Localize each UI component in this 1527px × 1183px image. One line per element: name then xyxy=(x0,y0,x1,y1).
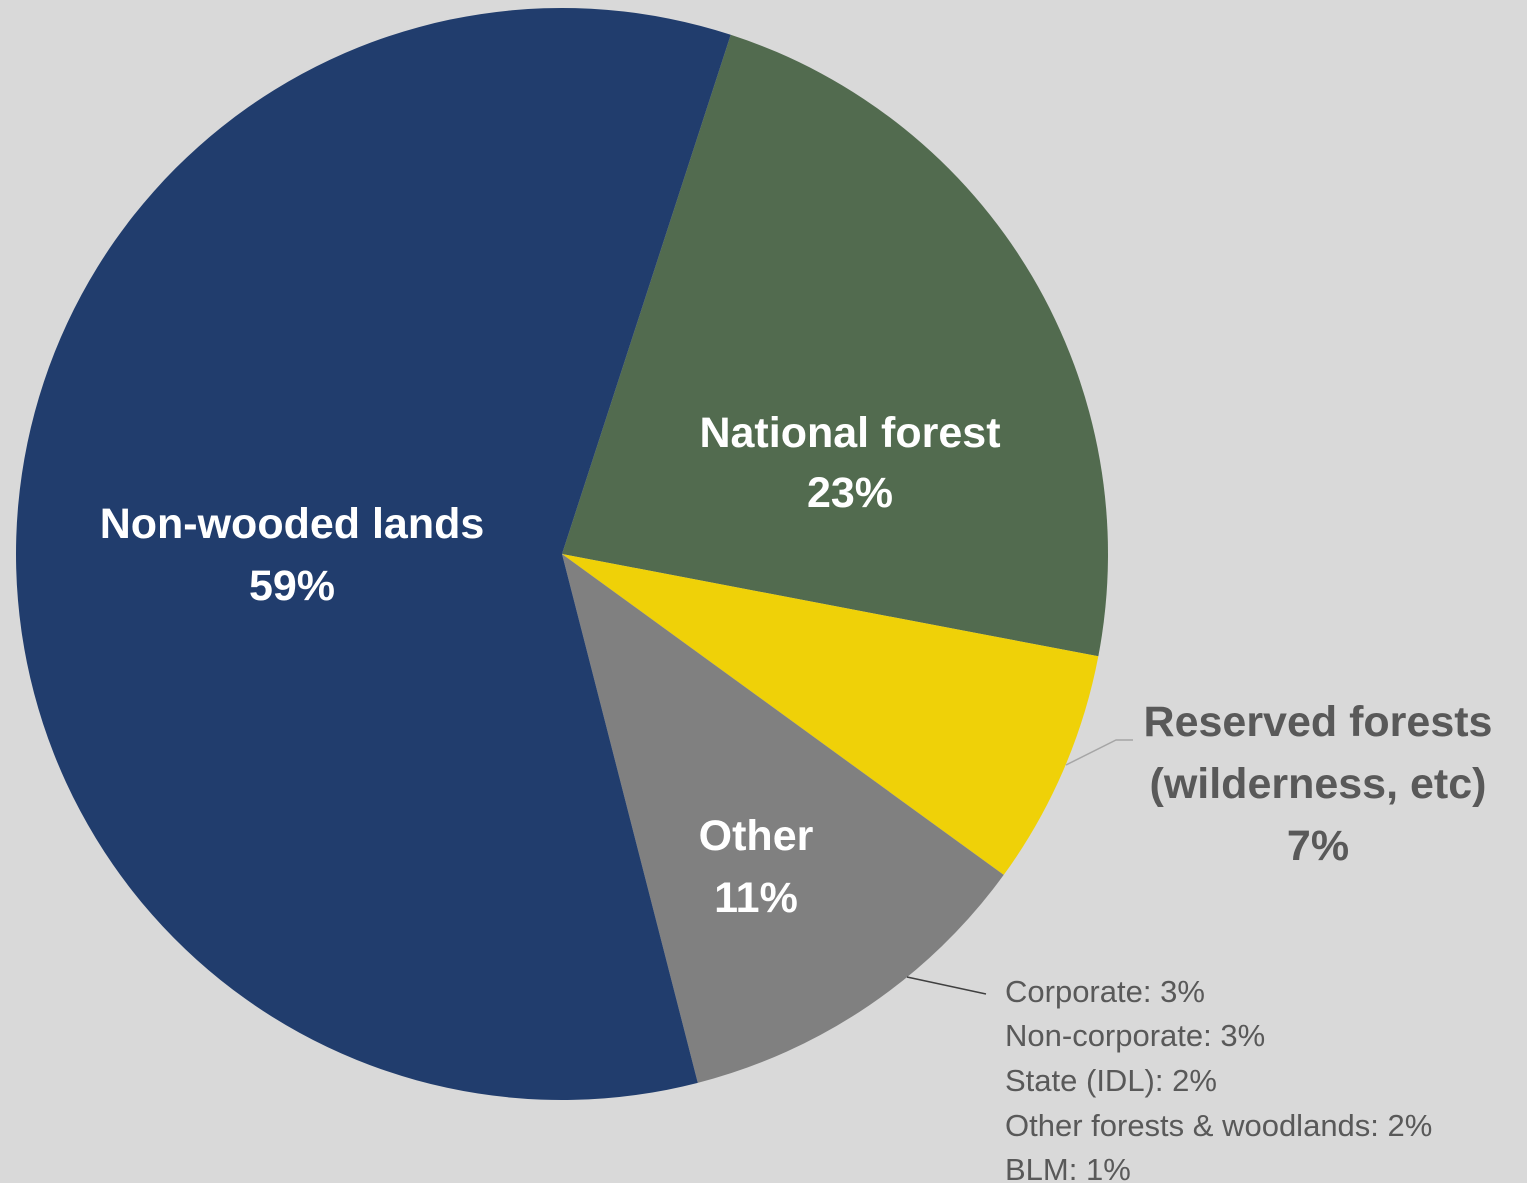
slice-label: Other xyxy=(699,812,814,860)
slice-value-label: 11% xyxy=(714,874,798,922)
slice-value-label: 7% xyxy=(1287,822,1349,870)
pie-slice-reserved-forests-wilderness-etc xyxy=(562,554,1099,875)
pie-slice-non-wooded-lands xyxy=(16,8,731,1101)
leader-lines xyxy=(906,739,1133,995)
slice-value-label: 23% xyxy=(807,469,893,517)
other-breakdown-item: Other forests & woodlands: 2% xyxy=(1005,1108,1432,1143)
reserved-forests-leader-line xyxy=(1065,739,1133,766)
slice-label: Reserved forests xyxy=(1144,698,1493,746)
other-breakdown-leader-line xyxy=(906,976,987,995)
pie-slices xyxy=(16,8,1109,1101)
slice-label: (wilderness, etc) xyxy=(1150,760,1487,808)
slice-labels: National forest 23% Reserved forests (wilde… xyxy=(100,409,1493,922)
pie-slice-other xyxy=(562,554,1004,1083)
other-breakdown-item: Non-corporate: 3% xyxy=(1005,1018,1265,1053)
other-breakdown-item: BLM: 1% xyxy=(1005,1152,1131,1183)
slice-label: Non-wooded lands xyxy=(100,500,485,548)
slice-label: National forest xyxy=(699,409,1000,457)
other-breakdown-item: Corporate: 3% xyxy=(1005,974,1205,1009)
slice-value-label: 59% xyxy=(249,562,335,610)
pie-slice-national-forest xyxy=(562,34,1109,657)
other-breakdown-item: State (IDL): 2% xyxy=(1005,1063,1217,1098)
